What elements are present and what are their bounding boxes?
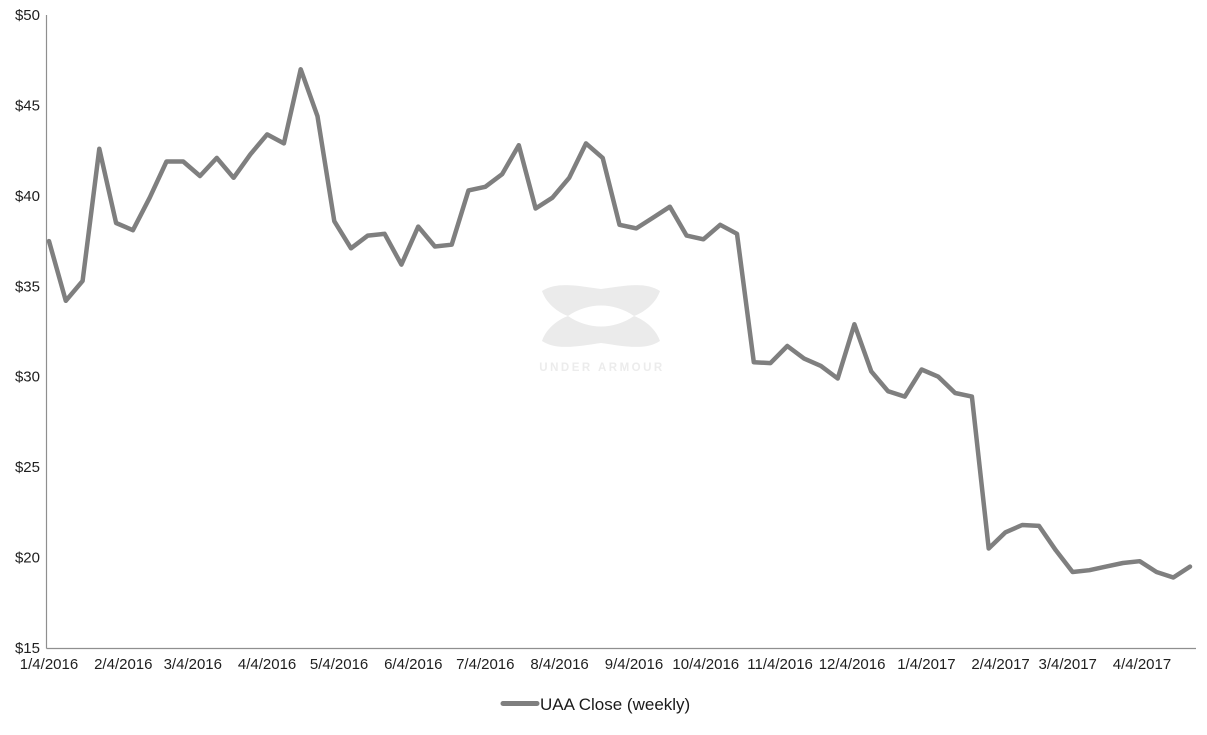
x-tick-label: 12/4/2016 (819, 656, 886, 673)
x-tick-label: 7/4/2016 (456, 656, 514, 673)
y-tick-label: $25 (15, 459, 40, 476)
x-tick-label: 3/4/2016 (164, 656, 222, 673)
y-tick-label: $15 (15, 640, 40, 657)
y-tick-label: $45 (15, 97, 40, 114)
price-line (46, 67, 1193, 580)
x-tick-label: 11/4/2016 (747, 656, 813, 673)
y-tick-label: $35 (15, 278, 40, 295)
under-armour-logo-icon (542, 285, 660, 347)
x-tick-label: 6/4/2016 (384, 656, 442, 673)
x-tick-label: 8/4/2016 (530, 656, 588, 673)
x-tick-label: 5/4/2016 (310, 656, 368, 673)
x-tick-label: 1/4/2016 (20, 656, 78, 673)
legend: UAA Close (weekly) (500, 695, 690, 714)
x-tick-label: 2/4/2017 (971, 656, 1029, 673)
x-tick-label: 9/4/2016 (605, 656, 663, 673)
x-tick-label: 4/4/2016 (238, 656, 296, 673)
watermark-text: UNDER ARMOUR (539, 362, 664, 374)
y-tick-label: $50 (15, 7, 40, 24)
x-axis-tick-labels: 1/4/2016 2/4/2016 3/4/2016 4/4/2016 5/4/2016… (20, 656, 1171, 673)
y-tick-label: $20 (15, 550, 40, 567)
under-armour-watermark: UNDER ARMOUR (539, 285, 664, 374)
x-tick-label: 4/4/2017 (1113, 656, 1171, 673)
x-tick-label: 10/4/2016 (672, 656, 739, 673)
x-tick-label: 1/4/2017 (897, 656, 955, 673)
x-tick-label: 3/4/2017 (1039, 656, 1097, 673)
legend-label: UAA Close (weekly) (540, 695, 690, 714)
y-tick-label: $40 (15, 188, 40, 205)
y-tick-label: $30 (15, 369, 40, 386)
x-tick-label: 2/4/2016 (94, 656, 152, 673)
y-axis-tick-labels: $50 $45 $40 $35 $30 $25 $20 $15 (15, 7, 40, 657)
